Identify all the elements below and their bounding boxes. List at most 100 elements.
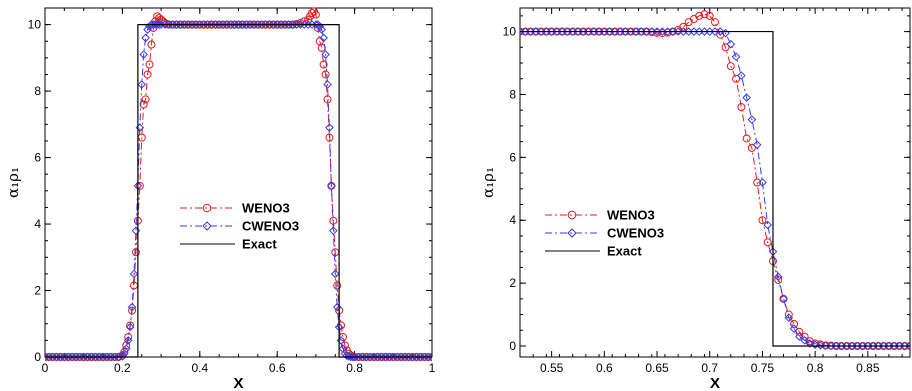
data-point-weno3 — [742, 134, 751, 143]
data-point-cweno3 — [71, 352, 81, 362]
legend: WENO3 CWENO3 Exact — [180, 201, 299, 252]
data-point-cweno3 — [280, 20, 290, 29]
data-point-cweno3 — [129, 269, 139, 279]
series-line-weno3 — [45, 10, 432, 358]
plot-frame — [519, 7, 911, 358]
data-point-weno3 — [141, 95, 150, 104]
data-point-cweno3 — [154, 20, 164, 29]
plot-area — [45, 7, 432, 362]
data-point-weno3 — [689, 15, 698, 24]
data-point-weno3 — [145, 60, 154, 69]
data-point-cweno3 — [288, 20, 297, 29]
data-point-cweno3 — [396, 352, 406, 362]
data-point-cweno3 — [784, 313, 794, 323]
data-point-cweno3 — [747, 115, 757, 124]
x-tick-label: 0.6 — [269, 361, 286, 375]
legend-label: Exact — [242, 237, 277, 252]
data-point-cweno3 — [404, 352, 414, 362]
data-point-weno3 — [732, 74, 741, 83]
y-tick-label: 6 — [34, 151, 41, 165]
data-point-cweno3 — [123, 336, 133, 345]
data-point-weno3 — [128, 306, 137, 315]
data-point-cweno3 — [187, 20, 197, 29]
data-point-cweno3 — [795, 332, 804, 341]
data-point-cweno3 — [373, 352, 383, 362]
x-tick-label: 0.65 — [645, 361, 669, 375]
data-point-cweno3 — [296, 20, 305, 29]
data-point-cweno3 — [412, 352, 421, 362]
data-point-cweno3 — [816, 341, 825, 350]
data-point-weno3 — [143, 70, 152, 79]
data-point-cweno3 — [238, 20, 247, 29]
data-point-weno3 — [790, 319, 799, 328]
y-axis-title: α₁ρ₁ — [4, 167, 22, 198]
data-point-cweno3 — [63, 352, 73, 362]
data-point-cweno3 — [87, 352, 96, 362]
x-tick-label: 1 — [429, 361, 436, 375]
data-point-weno3 — [705, 11, 714, 20]
data-point-weno3 — [308, 8, 317, 17]
data-point-cweno3 — [358, 352, 367, 362]
x-axis-title: X — [710, 375, 720, 391]
legend-label: WENO3 — [242, 201, 290, 216]
y-tick-label: 6 — [509, 150, 516, 164]
data-point-cweno3 — [369, 352, 379, 362]
data-point-cweno3 — [147, 20, 156, 29]
data-point-weno3 — [135, 181, 144, 190]
data-point-cweno3 — [726, 39, 736, 49]
data-point-cweno3 — [45, 352, 54, 362]
legend-marker-cweno3 — [202, 221, 212, 231]
data-point-cweno3 — [416, 352, 425, 362]
data-point-cweno3 — [195, 20, 205, 29]
data-point-cweno3 — [114, 352, 123, 362]
legend-marker-cweno3 — [567, 228, 577, 238]
data-point-cweno3 — [98, 352, 108, 362]
x-tick-label: 0.85 — [856, 361, 880, 375]
legend-label: Exact — [607, 244, 642, 259]
data-point-cweno3 — [191, 20, 201, 29]
data-point-cweno3 — [805, 339, 815, 348]
legend-label: CWENO3 — [607, 226, 664, 241]
data-point-cweno3 — [715, 27, 725, 36]
data-point-cweno3 — [261, 20, 270, 29]
x-tick-label: 0.6 — [596, 361, 613, 375]
data-point-cweno3 — [79, 352, 89, 362]
data-point-cweno3 — [276, 20, 286, 29]
data-point-cweno3 — [127, 302, 137, 312]
data-point-cweno3 — [75, 352, 85, 362]
data-point-cweno3 — [385, 352, 394, 362]
data-point-cweno3 — [156, 20, 166, 29]
data-point-cweno3 — [48, 352, 58, 362]
y-tick-label: 4 — [34, 217, 41, 231]
data-point-weno3 — [753, 178, 762, 187]
data-point-cweno3 — [327, 181, 336, 191]
data-point-cweno3 — [810, 340, 820, 350]
data-point-cweno3 — [272, 20, 282, 29]
data-point-cweno3 — [269, 20, 278, 29]
data-point-cweno3 — [234, 20, 243, 29]
y-tick-label: 8 — [34, 84, 41, 98]
x-tick-label: 0.8 — [807, 361, 824, 375]
data-point-cweno3 — [779, 294, 788, 304]
data-point-cweno3 — [102, 352, 112, 362]
data-point-cweno3 — [377, 352, 386, 362]
series-line-weno3 — [520, 13, 910, 347]
x-tick-label: 0.4 — [191, 361, 208, 375]
data-point-cweno3 — [303, 20, 313, 29]
series-line-exact — [45, 24, 432, 358]
data-point-weno3 — [296, 18, 305, 27]
data-point-weno3 — [779, 294, 788, 303]
data-point-cweno3 — [763, 220, 773, 230]
data-point-cweno3 — [183, 20, 193, 29]
legend-marker-weno3 — [567, 210, 577, 220]
x-tick-label: 0.2 — [114, 361, 131, 375]
data-point-cweno3 — [245, 20, 255, 29]
data-point-weno3 — [747, 143, 756, 152]
x-tick-label: 0.7 — [701, 361, 718, 375]
data-point-cweno3 — [249, 20, 259, 29]
data-point-cweno3 — [350, 352, 359, 362]
data-point-cweno3 — [207, 20, 216, 29]
legend: WENO3 CWENO3 Exact — [545, 208, 664, 259]
